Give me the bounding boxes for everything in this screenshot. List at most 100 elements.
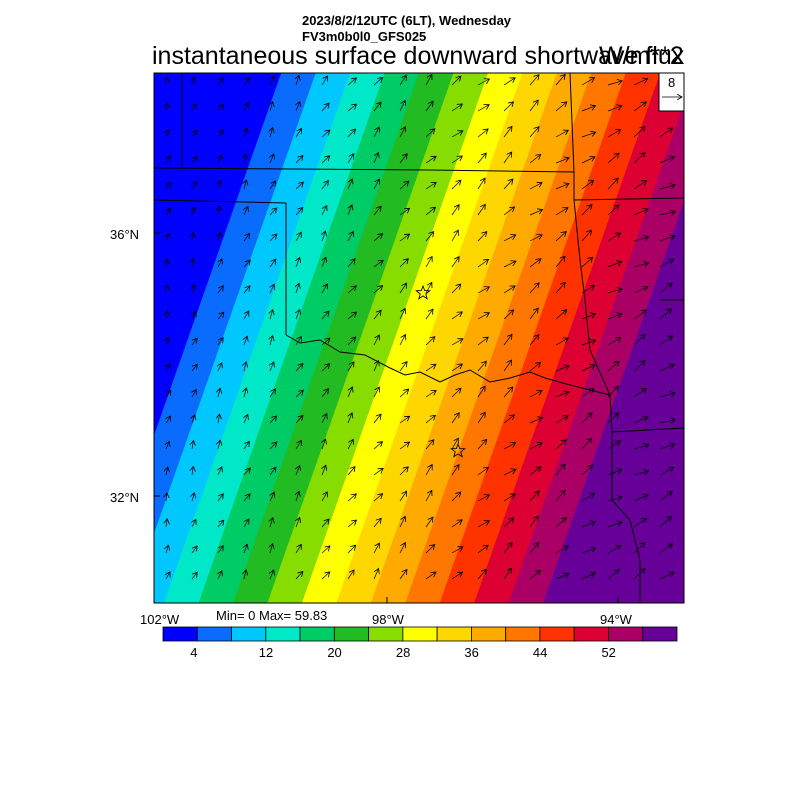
wind-vector [529,335,539,346]
wind-vector [399,259,408,268]
colorbar-swatch [505,626,541,642]
wind-vector [166,103,167,112]
wind-vector [607,569,619,580]
wind-vector [373,234,383,242]
wind-vector [659,491,672,502]
chart-model: FV3m0b0l0_GFS025 [302,29,427,44]
wind-vector [503,78,515,86]
wind-vector [555,392,569,398]
border-red-river [285,334,611,396]
wind-vector [399,101,405,112]
wind-vector [581,78,595,86]
wind-vector [477,232,487,242]
wind-vector [503,387,513,398]
wind-vector [581,494,594,502]
wind-vector [166,77,167,86]
wind-vector [451,572,463,580]
wind-vector [347,259,355,268]
wind-vector [529,259,541,268]
wind-vector [607,153,619,164]
wind-vector [633,102,646,112]
wind-vector [529,543,539,554]
wind-vector [192,259,193,268]
colorbar-swatch [333,626,369,642]
wind-vector [477,467,488,476]
flux-bands [154,73,684,603]
wind-vector [581,465,593,476]
wind-vector [295,182,303,190]
wind-vector [321,546,330,554]
wind-vector [321,364,330,372]
wind-vector [192,390,196,398]
wind-vector [295,129,302,138]
wind-vector [607,497,622,502]
wind-vector [425,391,436,398]
colorbar-swatch [539,626,575,642]
wind-vector [269,181,276,190]
wind-vector [243,468,250,476]
wind-vector [451,520,462,528]
wind-vector [218,467,222,476]
colorbar-swatch [265,626,301,642]
flux-band [474,73,684,603]
wind-vector [633,445,649,450]
wind-vector [218,232,220,242]
wind-vector [425,337,435,346]
wind-vector [166,156,170,164]
colorbar-swatch [642,626,678,642]
lat-label-36n: 36°N [110,227,140,242]
wind-vector [529,362,541,372]
wind-vector [633,181,647,190]
wind-vector [243,519,249,528]
wind-vector [322,257,326,268]
wind-vector [373,518,381,528]
wind-vector [192,338,197,346]
wind-vector [296,75,299,86]
wind-vector [270,284,274,294]
wind-vector [451,339,463,346]
wind-vector [347,232,353,242]
wind-vector [218,363,222,372]
wind-vector [503,469,516,476]
wind-vector [321,206,327,216]
wind-vector [555,574,569,580]
wind-vector [659,420,675,423]
wind-vector [399,127,406,138]
wind-vector [529,467,541,476]
wind-vector [451,230,458,242]
wind-vector [477,386,485,398]
flux-band [336,73,558,603]
wind-vector [555,208,568,216]
wind-vector [633,569,645,580]
wind-vector [451,104,462,112]
wind-vector [633,209,648,216]
flux-band [370,73,592,603]
wind-vector [451,131,463,138]
city-markers [415,284,466,458]
wind-vector [529,210,543,216]
colorbar-swatch [470,626,507,642]
wind-vector [217,104,224,112]
wind-vector [166,545,168,554]
wind-vector [321,284,327,294]
wind-vector [633,127,645,138]
colorbar-tick-label: 44 [532,645,548,660]
wind-vector [659,128,673,138]
wind-vector [581,389,594,398]
wind-vector [503,543,512,554]
colorbar-swatch [573,626,609,642]
wind-vector [607,413,619,424]
border-ks-mo [569,73,575,173]
border-ks-ok [154,167,575,173]
wind-vector [373,468,383,476]
wind-vector [555,282,565,294]
map-frame [153,72,685,604]
wind-vector [503,334,512,346]
wind-vector [425,282,432,294]
wind-vector [659,212,675,215]
wind-vector [166,285,167,294]
wind-vector [243,494,250,502]
colorbar-tick-label: 36 [464,645,479,660]
vector-legend-value: 8 [668,75,676,90]
wind-vector [244,128,247,138]
